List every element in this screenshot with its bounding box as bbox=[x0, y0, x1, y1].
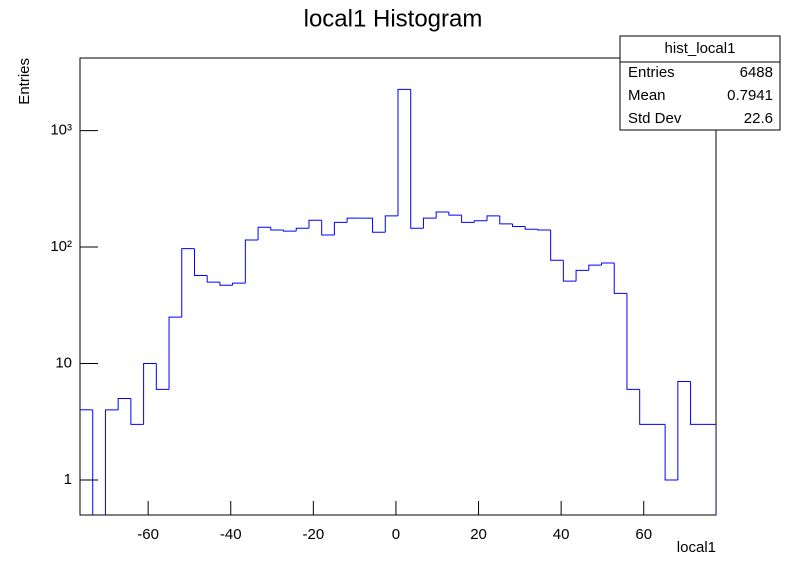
bin bbox=[588, 264, 602, 271]
stats-box: hist_local1 Entries 6488 Mean 0.7941 Std Dev… bbox=[619, 35, 781, 131]
y-tick-label: 10² bbox=[50, 238, 72, 255]
stats-label: Mean bbox=[628, 87, 666, 104]
plot-frame bbox=[79, 57, 717, 516]
bin bbox=[511, 223, 526, 228]
x-tick-label: 60 bbox=[635, 526, 652, 543]
bin bbox=[384, 215, 398, 233]
y-tick-label: 1 bbox=[64, 471, 72, 488]
y-axis-label: Entries bbox=[16, 58, 33, 105]
bin bbox=[92, 409, 94, 515]
bin bbox=[283, 230, 297, 232]
stats-label: Std Dev bbox=[628, 110, 682, 127]
bin bbox=[244, 239, 259, 284]
bin bbox=[550, 230, 564, 261]
bin bbox=[117, 398, 131, 410]
bin bbox=[308, 219, 322, 229]
x-axis-label: local1 bbox=[677, 539, 716, 556]
bin bbox=[703, 423, 716, 515]
bin bbox=[270, 227, 284, 231]
x-tick-label: 20 bbox=[470, 526, 487, 543]
bin bbox=[690, 381, 704, 425]
bin bbox=[143, 362, 157, 425]
bin bbox=[257, 226, 271, 240]
bin bbox=[372, 218, 386, 233]
y-tick-label: 10³ bbox=[50, 122, 72, 139]
bin bbox=[219, 282, 233, 286]
histogram bbox=[80, 88, 716, 515]
stats-label: Entries bbox=[628, 64, 675, 81]
bin bbox=[562, 260, 577, 282]
bin bbox=[321, 220, 335, 236]
bin bbox=[130, 398, 144, 425]
bin bbox=[524, 226, 538, 230]
x-tick-label: -60 bbox=[137, 526, 159, 543]
x-tick-label: -20 bbox=[302, 526, 324, 543]
stats-value: 0.7941 bbox=[727, 87, 773, 104]
bin bbox=[206, 275, 220, 283]
stats-title: hist_local1 bbox=[665, 40, 736, 57]
bin bbox=[422, 217, 437, 229]
bin bbox=[232, 282, 246, 286]
y-tick-label: 10 bbox=[55, 354, 72, 371]
bin bbox=[626, 293, 640, 390]
stats-value: 22.6 bbox=[744, 110, 773, 127]
bin bbox=[677, 381, 691, 480]
x-tick-label: -40 bbox=[220, 526, 242, 543]
stats-value: 6488 bbox=[740, 64, 773, 81]
chart-title: local1 Histogram bbox=[304, 5, 483, 32]
bin bbox=[435, 211, 449, 219]
x-tick-label: 40 bbox=[553, 526, 570, 543]
bin bbox=[601, 262, 615, 266]
bin bbox=[193, 248, 208, 276]
bin bbox=[537, 229, 551, 231]
bin bbox=[613, 262, 627, 294]
bin bbox=[410, 89, 424, 229]
bin bbox=[639, 389, 653, 425]
bin bbox=[346, 217, 360, 223]
bin bbox=[333, 221, 348, 235]
bin bbox=[168, 316, 182, 390]
bin bbox=[397, 88, 411, 216]
x-tick-label: 0 bbox=[392, 526, 400, 543]
stats-frame bbox=[619, 35, 781, 131]
bin bbox=[486, 215, 500, 221]
bin bbox=[664, 424, 678, 481]
bin bbox=[104, 409, 119, 515]
bin bbox=[181, 248, 195, 318]
bin bbox=[575, 269, 589, 282]
bin bbox=[295, 227, 309, 232]
bin bbox=[155, 363, 170, 390]
bin bbox=[448, 211, 462, 216]
bin bbox=[499, 215, 513, 225]
bin bbox=[461, 215, 475, 223]
bin bbox=[473, 220, 488, 223]
